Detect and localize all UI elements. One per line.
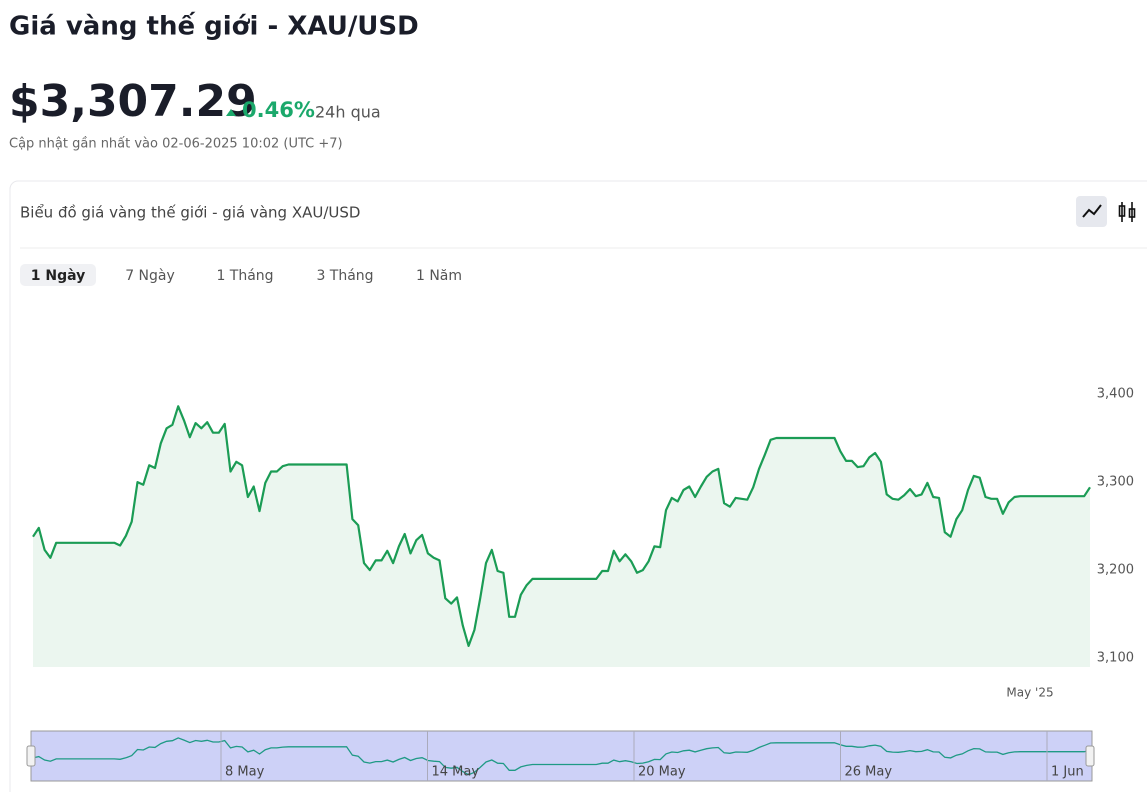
tab[interactable]: 1 Năm [416,268,462,284]
tab-bar: 1 Ngày 7 Ngày 1 Tháng 3 Tháng 1 Năm [20,264,462,286]
tab[interactable]: 3 Tháng [316,268,373,284]
tab-active-bg [20,264,96,286]
tab[interactable]: 7 Ngày [125,268,175,284]
y-tick-label: 3,200 [1097,563,1134,578]
navigator-handle[interactable] [1085,745,1095,767]
navigator-label: 1 Jun [1051,765,1084,780]
tab[interactable]: 1 Tháng [216,268,273,284]
y-tick-label: 3,400 [1097,387,1134,402]
navigator-label: 26 May [845,765,893,780]
navigator-label: 14 May [432,765,480,780]
price-line [32,405,1091,647]
chart-title: Biểu đồ giá vàng thế giới - giá vàng XAU… [20,204,360,222]
line-icon [1082,204,1102,218]
up-arrow [226,109,236,116]
updated-time: Cập nhật gần nhất vào 02-06-2025 10:02 (… [9,137,343,152]
navigator-label: 20 May [638,765,686,780]
x-tick-label: May '25 [1006,686,1053,700]
change-period: 24h qua [315,103,381,122]
navigator [30,730,1093,782]
price: $3,307.29 [9,76,257,127]
plot-area: 3,100 3,200 3,300 3,400 8 May 14 May 20 May 26 … [26,387,1134,782]
navigator-line [32,737,1091,776]
y-tick-label: 3,100 [1097,651,1134,666]
candle-mode-button[interactable] [1118,202,1136,222]
page-title: Giá vàng thế giới - XAU/USD [9,11,419,42]
price-change: 0.46% [242,98,315,122]
navigator-label: 8 May [225,765,265,780]
tab[interactable]: 1 Ngày [31,268,86,284]
navigator-handle[interactable] [26,745,36,767]
y-tick-label: 3,300 [1097,475,1134,490]
area [33,406,1090,667]
